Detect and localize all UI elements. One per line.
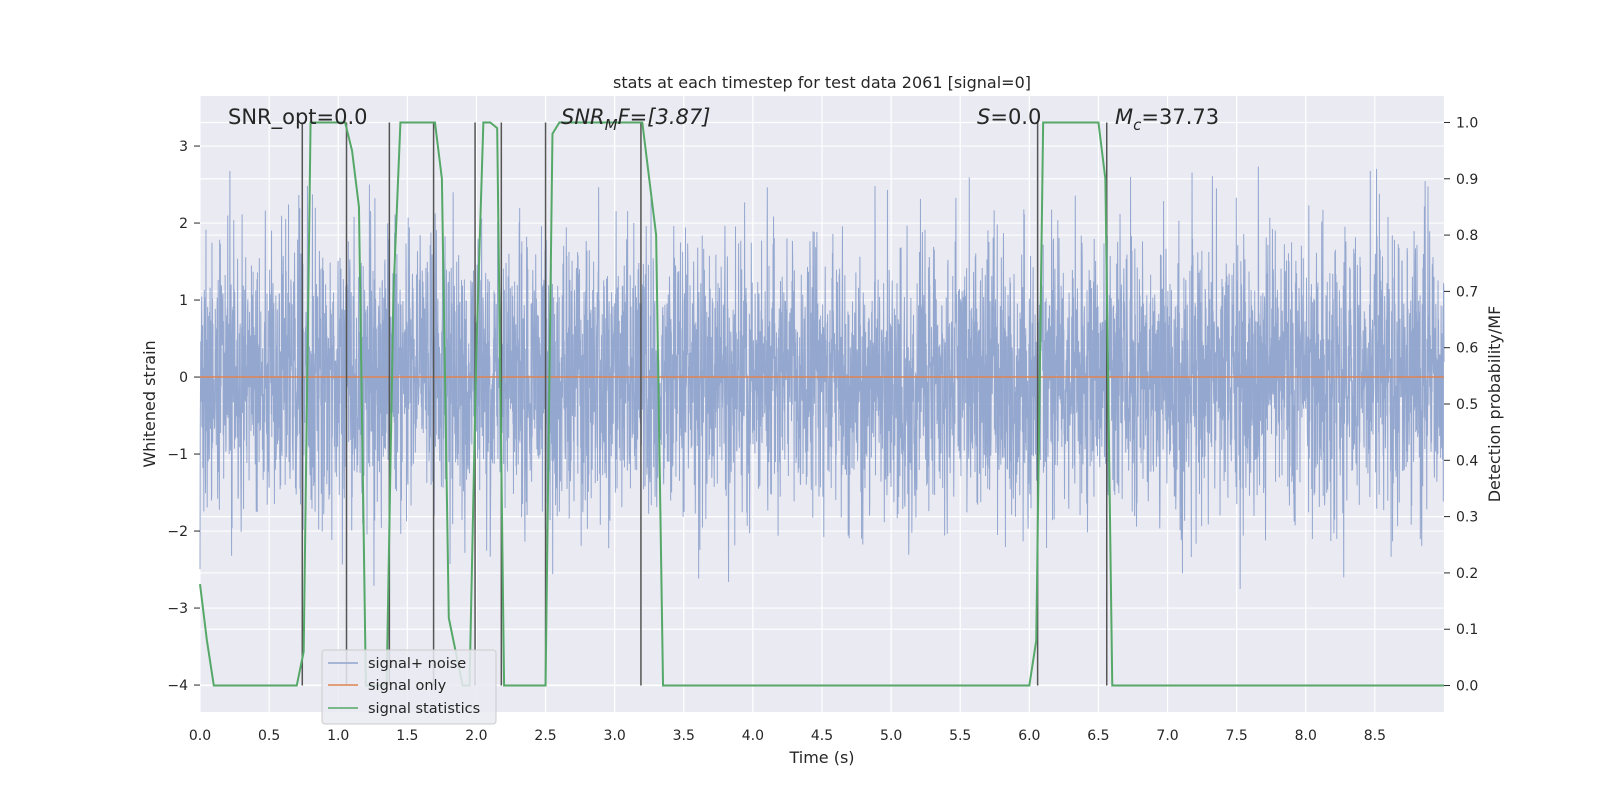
y2-tick-label: 0.3 [1456, 510, 1478, 526]
y2-tick-label: 0.7 [1456, 284, 1478, 300]
legend-label-noise: signal+ noise [368, 656, 466, 672]
legend-box [321, 649, 497, 725]
x-tick-label: 0.0 [189, 728, 211, 744]
y2-tick-label: 0.8 [1456, 228, 1478, 244]
x-tick-label: 8.5 [1364, 728, 1386, 744]
signal-noise-series [199, 166, 1445, 589]
annotation-mc-rest: =37.73 [1141, 105, 1219, 129]
chart-title: stats at each timestep for test data 206… [613, 73, 1031, 92]
annotation-snr-mf: SNRMF=[3.87] [561, 105, 710, 134]
x-tick-label: 2.0 [465, 728, 487, 744]
x-tick-label: 1.0 [327, 728, 349, 744]
x-axis-label: Time (s) [788, 748, 854, 767]
y2-tick-label: 0.5 [1456, 397, 1478, 413]
y-tick-label: −2 [167, 524, 188, 540]
annotation-snr-mf-rest: F=[3.87] [618, 105, 711, 129]
legend-label-signal: signal only [368, 678, 447, 694]
x-tick-label: 1.5 [396, 728, 418, 744]
annotation-s: S=0.0 [977, 105, 1041, 129]
y2-tick-label: 0.0 [1456, 679, 1478, 695]
annotation-mc: Mc=37.73 [1115, 105, 1219, 134]
x-tick-label: 3.0 [604, 728, 626, 744]
y2-tick-label: 0.1 [1456, 622, 1478, 638]
x-tick-label: 7.5 [1226, 728, 1248, 744]
y2-axis-label: Detection probability/MF [1485, 306, 1504, 503]
legend-label-stats: signal statistics [368, 701, 480, 717]
y-axis-label: Whitened strain [140, 340, 159, 467]
annotation-mc-main: M [1115, 105, 1133, 129]
annotation-snr-opt: SNR_opt=0.0 [228, 105, 368, 130]
x-tick-label: 4.0 [742, 728, 764, 744]
y-tick-label: 3 [179, 139, 188, 155]
y2-tick-label: 0.2 [1456, 566, 1478, 582]
y2-tick-label: 0.4 [1456, 453, 1478, 469]
y-tick-label: −4 [167, 678, 188, 694]
x-tick-label: 8.0 [1295, 728, 1317, 744]
x-tick-label: 5.0 [880, 728, 902, 744]
x-tick-label: 6.5 [1087, 728, 1109, 744]
y-tick-label: 2 [179, 216, 188, 232]
x-tick-label: 0.5 [258, 728, 280, 744]
annotation-snr-mf-main: SNR [561, 105, 605, 129]
y-tick-label: −1 [167, 447, 188, 463]
annotation-mc-sub: c [1133, 116, 1142, 134]
x-tick-label: 2.5 [534, 728, 556, 744]
y-tick-label: 1 [179, 293, 188, 309]
x-axis-ticks: 0.0 0.5 1.0 1.5 2.0 2.5 3.0 3.5 4.0 4.5 5.0 5.5 6.0 6… [189, 728, 1386, 744]
x-tick-label: 5.5 [949, 728, 971, 744]
y2-tick-label: 0.6 [1456, 341, 1478, 357]
x-tick-label: 6.0 [1018, 728, 1040, 744]
signal-statistics-series [199, 121, 1444, 687]
y-tick-label: −3 [167, 601, 188, 617]
annotation-snr-mf-sub: M [605, 116, 618, 134]
series-line-signal-statistics [199, 121, 1444, 687]
y2-axis-ticks: 1.0 0.9 0.8 0.7 0.6 0.5 0.4 0.3 0.2 0.1 0.0 [1444, 115, 1478, 695]
x-tick-label: 3.5 [673, 728, 695, 744]
x-tick-label: 7.0 [1156, 728, 1178, 744]
y2-tick-label: 0.9 [1456, 172, 1478, 188]
y2-tick-label: 1.0 [1456, 115, 1478, 131]
legend: signal+ noise signal only signal statist… [321, 649, 497, 725]
x-tick-label: 4.5 [811, 728, 833, 744]
annotation-s-main: S [977, 105, 990, 129]
annotation-s-rest: =0.0 [990, 105, 1041, 129]
y-axis-ticks: 3 2 1 0 −1 −2 −3 −4 [167, 139, 200, 694]
series-line-signal-noise [199, 166, 1445, 589]
y-tick-label: 0 [179, 370, 188, 386]
